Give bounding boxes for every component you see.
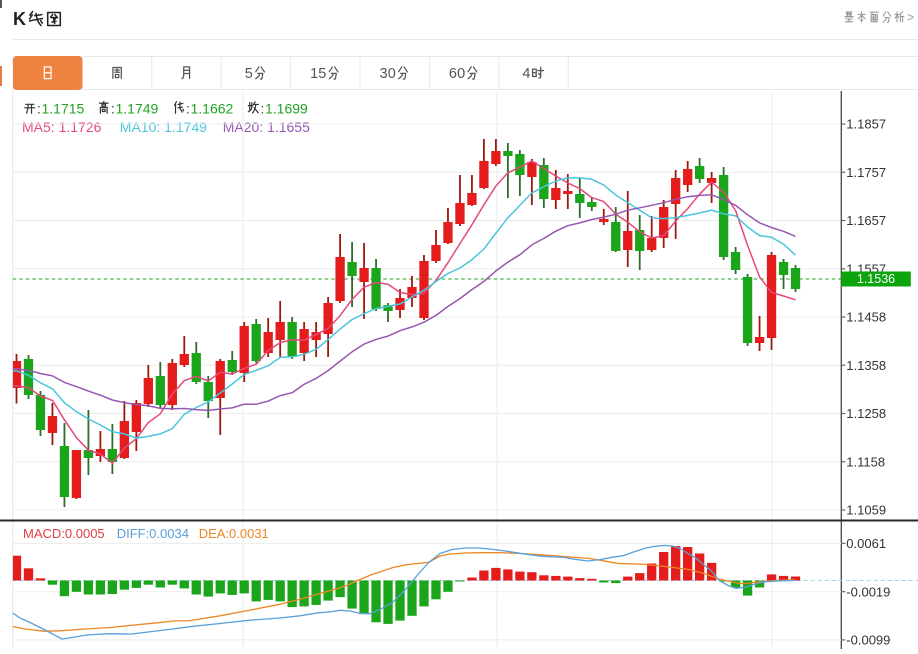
- svg-text:1.1458: 1.1458: [846, 310, 886, 325]
- svg-text:1.1657: 1.1657: [846, 213, 886, 228]
- svg-text:5: 5: [318, 66, 326, 82]
- svg-text:1.1715: 1.1715: [42, 100, 85, 116]
- svg-text:1.1258: 1.1258: [846, 406, 886, 421]
- svg-text:MA5: 1.1726: MA5: 1.1726: [22, 119, 102, 135]
- svg-text:3: 3: [380, 66, 388, 82]
- svg-text:1.1358: 1.1358: [846, 358, 886, 373]
- svg-text:MA10: 1.1749: MA10: 1.1749: [120, 119, 207, 135]
- svg-text::: :: [186, 101, 190, 116]
- svg-text:1.1662: 1.1662: [191, 100, 234, 116]
- svg-text:>: >: [907, 11, 914, 25]
- svg-text:MACD:0.0005: MACD:0.0005: [23, 526, 105, 541]
- svg-text:6: 6: [449, 66, 457, 82]
- svg-text:4: 4: [522, 66, 530, 82]
- svg-text::: :: [111, 101, 115, 116]
- svg-text:DIFF:0.0034: DIFF:0.0034: [117, 526, 189, 541]
- svg-text:1.1749: 1.1749: [116, 100, 159, 116]
- svg-text:0.0061: 0.0061: [846, 536, 886, 551]
- svg-text:1.1857: 1.1857: [846, 117, 886, 132]
- svg-text:0: 0: [388, 66, 396, 82]
- svg-text:1: 1: [310, 66, 318, 82]
- svg-text:1.1699: 1.1699: [265, 100, 308, 116]
- svg-text:K: K: [13, 9, 26, 29]
- svg-text:-0.0099: -0.0099: [846, 633, 890, 648]
- svg-text::: :: [37, 101, 41, 116]
- svg-text:DEA:0.0031: DEA:0.0031: [199, 526, 269, 541]
- svg-text:0: 0: [457, 66, 465, 82]
- svg-text::: :: [261, 101, 265, 116]
- svg-text:1.1757: 1.1757: [846, 165, 886, 180]
- svg-text:5: 5: [245, 66, 253, 82]
- svg-text:1.1158: 1.1158: [846, 454, 885, 469]
- svg-text:MA20: 1.1655: MA20: 1.1655: [223, 119, 310, 135]
- svg-text:-0.0019: -0.0019: [846, 584, 890, 599]
- svg-text:1.1059: 1.1059: [846, 503, 886, 518]
- svg-text:1.1536: 1.1536: [857, 272, 895, 286]
